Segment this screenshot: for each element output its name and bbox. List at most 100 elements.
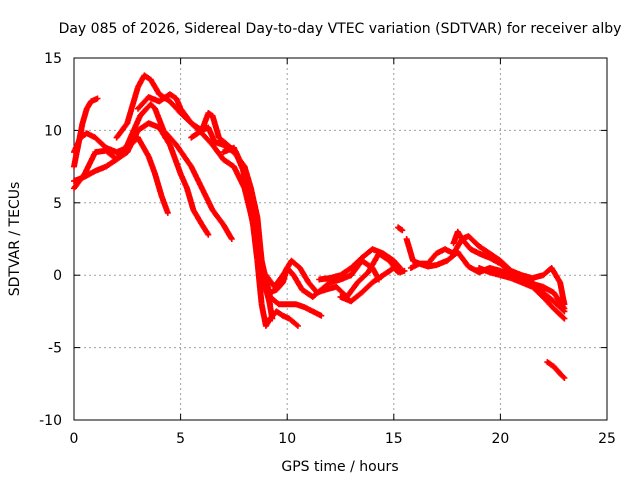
x-tick-label: 25 [598, 431, 616, 447]
data-point-run [92, 134, 108, 150]
data-point-run [145, 153, 158, 176]
series-arc-4 [71, 101, 235, 242]
data-point-run [550, 289, 568, 312]
data-point-run [486, 250, 503, 263]
data-point-run [198, 221, 212, 238]
y-tick-label: -5 [48, 341, 62, 357]
y-tick-label: -10 [39, 413, 62, 429]
series-arc-11 [316, 246, 404, 283]
data-point-run [147, 101, 157, 111]
data-point-run [297, 265, 311, 285]
data-point-run [113, 121, 130, 141]
data-point-run [273, 280, 285, 293]
data-point-run [209, 207, 226, 227]
data-point-run [557, 370, 568, 381]
data-point-run [158, 192, 171, 216]
data-point-run [177, 170, 190, 190]
data-point-run [71, 143, 81, 170]
axis-ticks: 0 5 10 15 20 25 -10 -5 0 5 10 15 [39, 51, 616, 447]
data-point-run [279, 259, 294, 279]
data-point-run [309, 308, 325, 319]
data-point-run [130, 114, 143, 134]
data-point-run [403, 236, 416, 263]
data-point-run [397, 267, 408, 276]
data-point-run [557, 279, 568, 308]
data-point-run [380, 250, 396, 263]
data-point-run [550, 363, 563, 376]
data-point-run [273, 308, 285, 318]
data-point-run [348, 290, 364, 305]
data-point-run [160, 127, 179, 147]
data-point-run [529, 279, 545, 295]
data-point-run [209, 141, 226, 162]
series-arc-9 [245, 199, 382, 300]
data-point-run [333, 283, 349, 299]
data-point-run [173, 141, 194, 169]
data-point-run [395, 224, 406, 234]
data-point-run [177, 105, 194, 125]
data-point-run [135, 134, 151, 159]
data-point-run [241, 170, 258, 219]
data-point-run [124, 85, 141, 127]
data-point-run [348, 255, 364, 271]
data-point-run [205, 124, 218, 144]
data-point-run [188, 163, 205, 190]
series-arc-7 [188, 110, 301, 329]
data-point-run [550, 305, 568, 322]
data-point-run [540, 289, 556, 304]
data-point-run [290, 272, 305, 292]
data-point-run [540, 293, 556, 311]
data-point-run [390, 257, 404, 271]
data-point-run [184, 185, 196, 212]
data-point-run [124, 128, 141, 156]
data-point-run [465, 233, 481, 249]
series-arc-17 [476, 265, 568, 322]
x-tick-label: 10 [278, 431, 296, 447]
data-point-run [137, 106, 149, 119]
y-axis-label: SDTVAR / TECUs [7, 182, 23, 297]
data-point-run [288, 257, 302, 270]
data-point-run [135, 95, 151, 112]
data-point-run [124, 128, 137, 148]
y-tick-label: 10 [44, 123, 62, 139]
data-point-run [497, 257, 513, 273]
data-point-run [209, 112, 222, 140]
data-point-run [271, 273, 285, 290]
x-axis-label: GPS time / hours [281, 459, 398, 475]
data-point-run [365, 251, 382, 276]
data-point-run [267, 293, 281, 307]
data-point-run [230, 144, 247, 176]
y-tick-label: 5 [53, 196, 62, 212]
series-arc-16 [450, 228, 568, 315]
x-tick-label: 15 [385, 431, 403, 447]
data-point-run [152, 105, 166, 132]
data-point-run [113, 143, 130, 163]
x-tick-label: 5 [176, 431, 185, 447]
series-arc-2 [71, 95, 101, 170]
data-point-run [88, 95, 101, 105]
data-point-run [286, 315, 301, 329]
data-marks [71, 72, 568, 381]
y-tick-label: 15 [44, 51, 62, 67]
data-point-run [548, 265, 563, 285]
data-point-run [245, 199, 260, 248]
series-arc-12 [337, 265, 408, 305]
data-point-run [358, 280, 375, 296]
data-point-run [224, 228, 235, 242]
data-point-run [75, 121, 86, 148]
data-point-run [198, 185, 215, 212]
data-point-run [216, 134, 230, 147]
data-point-run [454, 249, 471, 269]
plot-frame [73, 57, 608, 421]
data-point-run [254, 243, 267, 284]
data-point-run [190, 207, 205, 227]
data-point-run [147, 76, 162, 96]
data-point-run [348, 258, 364, 279]
y-tick-label: 0 [53, 268, 62, 284]
data-point-run [529, 283, 545, 299]
data-point-run [550, 298, 568, 315]
x-tick-label: 20 [491, 431, 509, 447]
data-point-run [354, 270, 371, 286]
chart-title: Day 085 of 2026, Sidereal Day-to-day VTE… [59, 21, 622, 37]
